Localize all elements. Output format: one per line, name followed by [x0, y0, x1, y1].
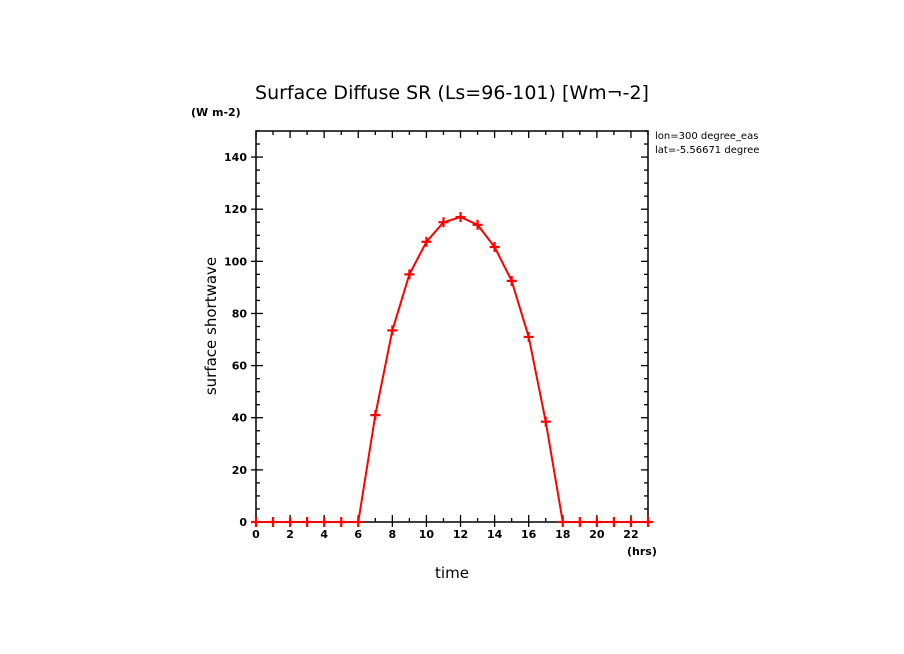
y-tick-label: 100 — [224, 255, 247, 268]
x-tick-label: 6 — [354, 528, 362, 541]
data-point-marker — [540, 416, 551, 427]
data-point-marker — [268, 517, 279, 527]
data-point-marker — [557, 517, 568, 527]
data-point-marker — [251, 517, 261, 527]
series-line — [256, 215, 648, 523]
y-tick-label: 80 — [232, 307, 248, 320]
data-point-marker — [625, 517, 636, 527]
data-point-marker — [319, 517, 330, 527]
x-tick-label: 4 — [320, 528, 328, 541]
data-point-marker — [404, 269, 415, 280]
data-point-marker — [336, 517, 347, 527]
data-point-marker — [489, 241, 500, 252]
x-tick-label: 16 — [521, 528, 537, 541]
x-tick-label: 22 — [623, 528, 638, 541]
x-tick-label: 18 — [555, 528, 570, 541]
y-tick-label: 120 — [224, 203, 247, 216]
annotation-lon: lon=300 degree_eas — [655, 131, 758, 142]
annotation-lat: lat=-5.56671 degree — [655, 145, 759, 156]
y-tick-label: 40 — [232, 412, 248, 425]
y-tick-label: 60 — [232, 360, 248, 373]
y-tick-label: 0 — [239, 516, 247, 529]
data-point-marker — [455, 212, 466, 223]
data-point-marker — [387, 325, 398, 336]
x-units-label: (hrs) — [627, 545, 657, 558]
data-point-marker — [285, 517, 296, 527]
data-point-marker — [608, 517, 619, 527]
x-tick-label: 8 — [389, 528, 397, 541]
data-point-marker — [523, 331, 534, 342]
x-tick-label: 20 — [589, 528, 605, 541]
data-point-marker — [438, 217, 449, 228]
units-label: (W m-2) — [191, 106, 241, 119]
x-tick-label: 0 — [252, 528, 260, 541]
data-point-marker — [643, 517, 653, 527]
data-point-marker — [574, 517, 585, 527]
x-tick-label: 12 — [453, 528, 468, 541]
data-point-marker — [370, 410, 381, 421]
data-point-marker — [591, 517, 602, 527]
y-tick-label: 140 — [224, 151, 247, 164]
x-tick-label: 14 — [487, 528, 503, 541]
x-tick-label: 2 — [286, 528, 294, 541]
x-axis-label: time — [435, 564, 469, 582]
y-tick-label: 20 — [232, 464, 248, 477]
y-axis-label: surface shortwave — [202, 257, 220, 395]
data-point-marker — [302, 517, 313, 527]
data-point-marker — [353, 517, 364, 527]
data-point-marker — [506, 275, 517, 286]
x-tick-label: 10 — [419, 528, 435, 541]
chart-title: Surface Diffuse SR (Ls=96-101) [Wm¬-2] — [255, 82, 649, 104]
plot-frame — [255, 130, 649, 523]
data-point-marker — [421, 236, 432, 247]
data-point-marker — [472, 219, 483, 230]
